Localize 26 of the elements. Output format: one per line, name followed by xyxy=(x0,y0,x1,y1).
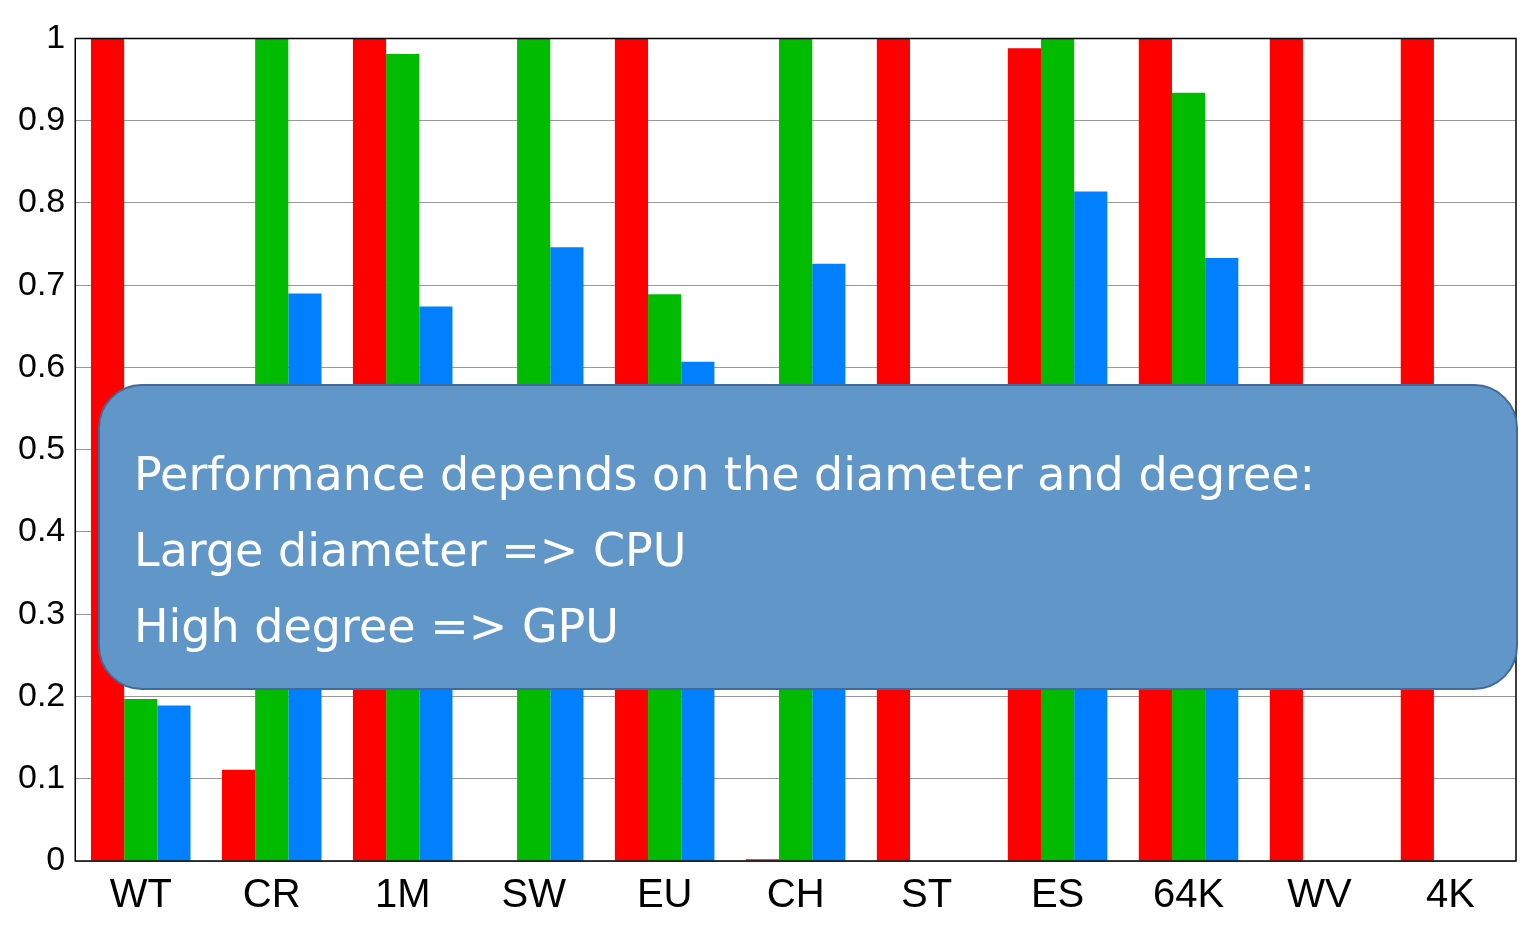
y-tick-label: 0.8 xyxy=(18,181,66,220)
y-tick-label: 0.6 xyxy=(18,345,66,384)
y-tick-label: 0.2 xyxy=(18,674,66,713)
annotation: Performance depends on the diameter and degree: xyxy=(134,446,1317,503)
annotation: Large diameter => CPU xyxy=(134,522,688,579)
y-tick-label: 1 xyxy=(46,16,66,55)
x-tick-label: 4K xyxy=(1426,871,1476,916)
x-tick-label: CH xyxy=(766,871,825,916)
callout-box: Performance depends on the diameter and degree: Large diameter => CPU High degree => GPU xyxy=(98,384,1518,690)
y-tick-label: 0.9 xyxy=(18,99,66,138)
y-tick-label: 0.7 xyxy=(18,263,66,302)
x-tick-label: WV xyxy=(1287,871,1353,916)
x-tick-label: 1M xyxy=(374,871,431,916)
annotation: High degree => GPU xyxy=(134,598,620,655)
y-tick-label: 0 xyxy=(46,839,66,878)
y-tick-label: 0.3 xyxy=(18,592,66,631)
x-tick-label: CR xyxy=(242,871,301,916)
x-tick-label: SW xyxy=(501,871,567,916)
y-tick-label: 0.5 xyxy=(18,428,66,467)
x-tick-label: 64K xyxy=(1152,871,1225,916)
x-tick-label: WT xyxy=(109,871,172,916)
x-tick-label: ES xyxy=(1030,871,1085,916)
x-tick-label: EU xyxy=(636,871,693,916)
y-tick-label: 0.4 xyxy=(18,510,66,549)
y-tick-label: 0.1 xyxy=(18,757,66,796)
x-tick-label: ST xyxy=(901,871,953,916)
